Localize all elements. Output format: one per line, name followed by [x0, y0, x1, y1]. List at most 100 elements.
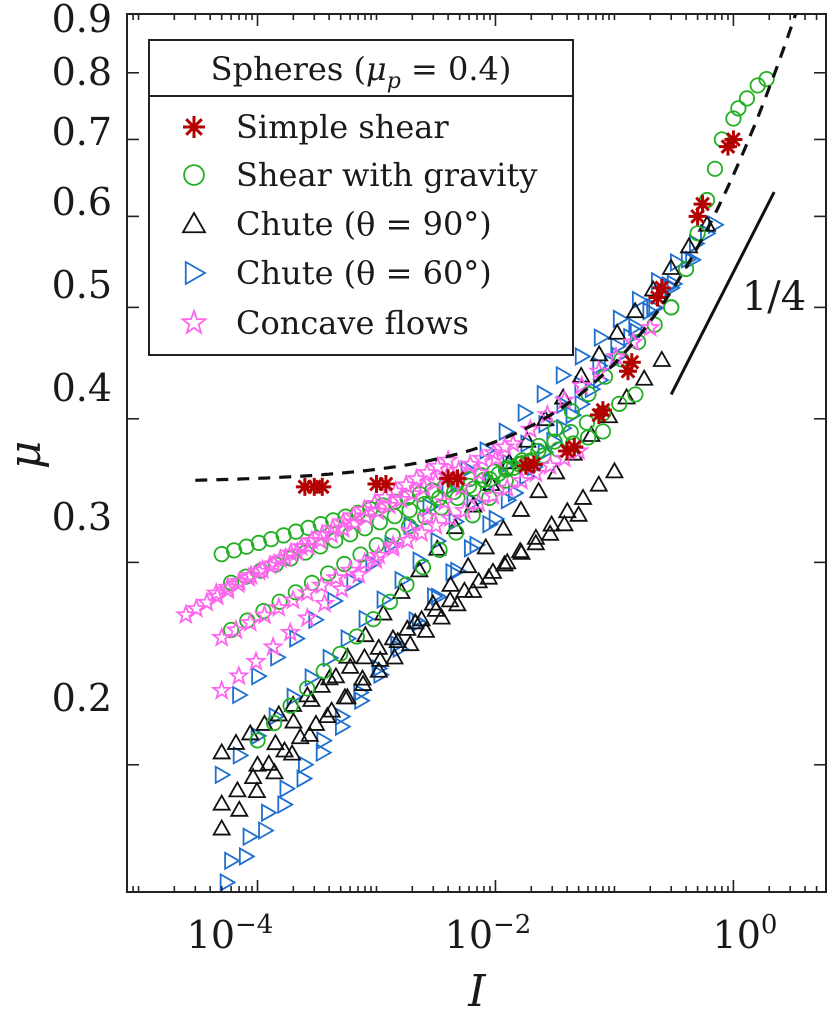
star-shape — [239, 611, 262, 632]
slope-label: 1/4 — [742, 274, 806, 320]
data-point — [592, 356, 610, 376]
data-point — [593, 401, 612, 420]
series-simple-shear — [295, 130, 743, 496]
data-point — [440, 590, 460, 608]
data-point — [279, 621, 302, 642]
circle-shape — [282, 697, 299, 714]
star-shape — [225, 618, 247, 640]
triangle-shape — [355, 625, 375, 643]
series-shear-with-gravity — [213, 70, 775, 749]
y-tick-label-0.6: 0.6 — [52, 180, 112, 224]
asterisk-stroke — [185, 118, 203, 136]
star-shape — [263, 552, 285, 574]
data-point — [205, 581, 228, 603]
triangle-shape — [353, 682, 371, 703]
circle-shape — [400, 518, 418, 535]
circle-shape — [183, 164, 205, 186]
star-shape — [332, 517, 355, 539]
triangle-shape — [529, 481, 549, 499]
data-point — [685, 250, 702, 270]
legend-marker-circle — [183, 164, 205, 186]
asterisk-stroke — [725, 132, 741, 147]
data-point — [332, 517, 355, 539]
data-point — [366, 499, 389, 521]
data-point — [569, 504, 589, 522]
asterisk-stroke — [566, 439, 582, 455]
legend-label-chute-90: Chute (θ = 90°) — [236, 205, 492, 243]
data-point — [386, 508, 403, 525]
data-point — [493, 435, 516, 457]
triangle-shape — [670, 252, 687, 272]
data-point — [604, 461, 624, 479]
data-point — [352, 668, 373, 686]
triangle-shape — [322, 648, 340, 668]
data-point — [399, 519, 422, 541]
star-shape — [210, 626, 233, 647]
data-point — [628, 317, 646, 337]
data-point — [378, 494, 401, 515]
star-shape — [228, 570, 251, 591]
legend-marker-triangle-right — [184, 260, 207, 286]
triangle-shape — [400, 634, 420, 652]
data-point — [440, 575, 461, 592]
data-point — [493, 518, 513, 536]
data-point — [459, 453, 482, 474]
triangle-shape — [184, 260, 207, 286]
circle-shape — [611, 395, 628, 412]
legend-label-chute-60: Chute (θ = 60°) — [236, 254, 492, 292]
data-point — [432, 607, 452, 625]
triangle-shape — [555, 365, 573, 385]
x-tick-label-1e-4: 10−4 — [187, 910, 274, 957]
slope-line — [669, 191, 776, 396]
x-axis-title: I — [467, 966, 487, 1015]
data-point — [296, 769, 314, 789]
data-point — [267, 596, 290, 618]
star-shape — [330, 577, 353, 599]
triangle-shape — [315, 743, 333, 763]
data-point — [546, 433, 563, 450]
data-point — [353, 674, 373, 691]
data-point — [289, 629, 307, 649]
triangle-shape — [494, 554, 515, 572]
data-point — [297, 755, 315, 775]
data-point — [500, 490, 518, 510]
circle-shape — [547, 420, 564, 437]
data-point — [282, 697, 299, 714]
star-shape — [378, 494, 401, 515]
triangle-shape — [265, 733, 286, 751]
y-tick-label-0.9: 0.9 — [52, 0, 112, 41]
triangle-shape — [340, 657, 360, 674]
data-point — [353, 682, 371, 703]
data-point — [574, 394, 592, 414]
data-point — [646, 297, 664, 317]
triangle-shape — [283, 711, 304, 729]
data-point — [445, 562, 463, 582]
x-tick-label-1e0: 100 — [713, 910, 778, 957]
triangle-shape — [212, 818, 232, 836]
data-point — [370, 650, 390, 667]
triangle-shape — [589, 474, 609, 492]
triangle-shape — [423, 593, 443, 611]
circle-shape — [578, 414, 595, 431]
y-tick-label-0.8: 0.8 — [52, 50, 112, 94]
triangle-shape — [450, 561, 468, 581]
data-point — [622, 353, 641, 372]
triangle-shape — [232, 745, 250, 765]
data-point — [524, 455, 543, 474]
data-point — [482, 484, 504, 506]
asterisk-stroke — [695, 196, 710, 212]
star-shape — [401, 482, 424, 504]
star-shape — [297, 535, 320, 556]
data-point — [212, 793, 232, 811]
circle-shape — [332, 645, 349, 662]
data-point — [296, 581, 319, 603]
data-point — [593, 328, 611, 348]
data-point — [332, 645, 349, 662]
triangle-shape — [247, 781, 267, 798]
data-point — [510, 469, 533, 491]
triangle-shape — [247, 754, 268, 772]
star-shape — [433, 490, 456, 512]
data-point — [439, 506, 462, 528]
star-shape — [205, 581, 228, 603]
data-point — [433, 490, 456, 512]
